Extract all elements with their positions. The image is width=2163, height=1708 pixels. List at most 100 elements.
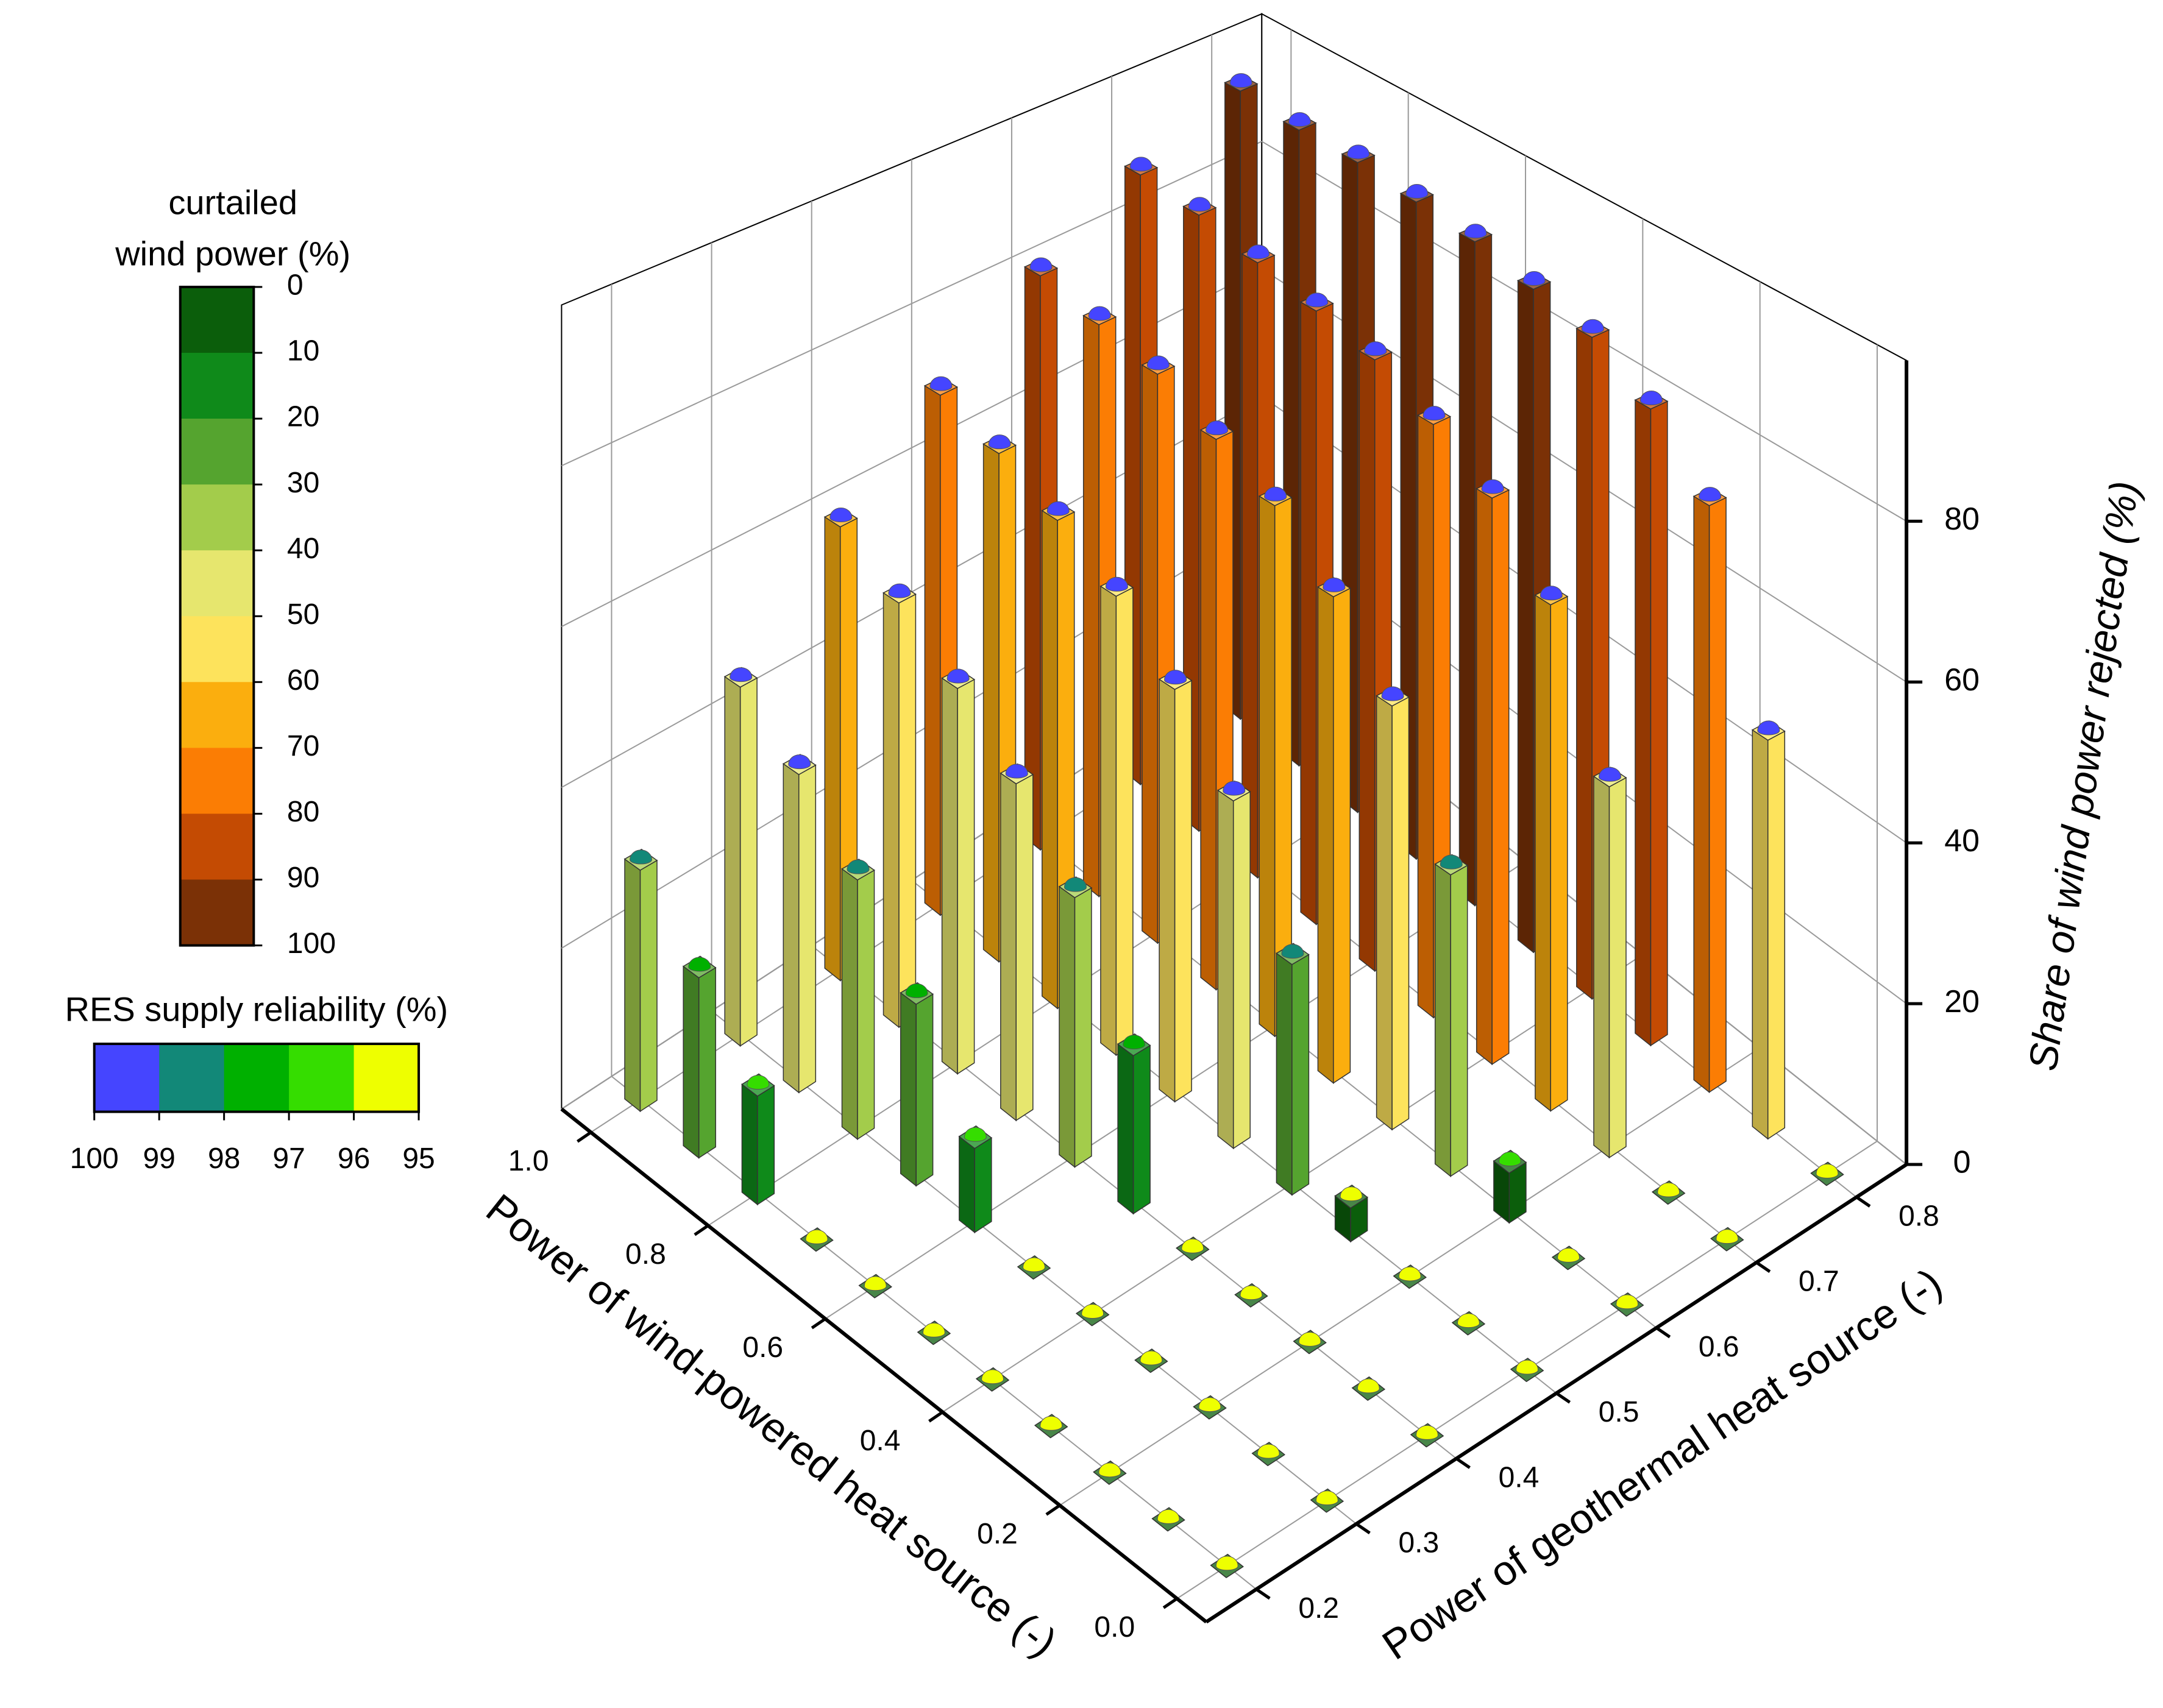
bar-face [924,384,941,916]
z-axis-title: Share of wind power rejected (%) [2020,478,2147,1074]
reliability-band [159,1044,225,1112]
x-tick-label: 0.8 [625,1238,666,1270]
bar [941,668,976,1075]
reliability-cap [1599,767,1622,782]
colorbar-label: 40 [287,533,319,565]
reliability-cap [1557,1247,1580,1263]
bar-face [1458,232,1476,907]
reliability-cap [1022,1257,1046,1272]
bar [1117,1033,1151,1215]
reliability-cap [1140,1350,1163,1366]
colorbar-band [180,748,254,814]
bar-face [1376,695,1393,1131]
bar-face [1550,595,1568,1112]
colorbar-label: 90 [287,862,319,894]
reliability-cap [988,434,1011,450]
reliability-label: 98 [208,1143,240,1175]
bar-face [1132,1044,1151,1215]
bar-face [900,991,917,1187]
bar-face [1635,399,1652,1047]
reliability-cap [1288,112,1311,127]
x-tick-label: 0.4 [860,1425,901,1457]
reliability-cap [1581,319,1604,334]
reliability-cap [1464,224,1487,239]
bar-face [1476,487,1493,1066]
bar [1493,1149,1527,1224]
reliability-cap [1281,944,1304,959]
bar-face [982,443,1000,963]
reliability-cap [1264,486,1287,501]
y-tick [1855,1196,1871,1208]
x-axis-title: Power of wind-powered heat source (-) [478,1185,1065,1666]
reliability-cap [1323,577,1346,592]
bar-face [1217,789,1234,1150]
y-tick [1755,1261,1771,1273]
reliability-cap [829,507,853,522]
reliability-cap [1405,184,1429,199]
reliability-cap [847,859,870,874]
bar [1692,487,1727,1093]
y-tick-label: 0.8 [1898,1200,1939,1232]
reliability-cap [1357,1378,1380,1394]
bar-face [1767,730,1786,1140]
bar-face [1391,696,1410,1131]
reliability-cap [1481,479,1504,494]
colorbar-band [180,879,254,946]
bar-face [915,993,934,1187]
bar-face [1359,350,1376,973]
reliability-cap [1440,854,1463,870]
reliability-cap [1516,1359,1539,1375]
bar [1099,577,1134,1057]
bar-face [1082,314,1099,898]
bar-face [1241,253,1259,879]
bar-face [974,1136,992,1233]
y-tick [1655,1327,1671,1339]
bar [1376,686,1410,1131]
bar [1534,586,1569,1112]
reliability-cap [1246,244,1270,260]
reliability-cap [1123,1035,1146,1050]
y-tick [1455,1457,1471,1469]
x-tick-label: 0.2 [977,1518,1018,1550]
reliability-cap [1616,1294,1639,1309]
bar-face [898,593,917,1029]
reliability-cap [1716,1229,1739,1244]
reliability-cap [888,583,911,598]
bar [1593,767,1627,1159]
bar-face [1317,586,1334,1084]
colorbar-band [180,419,254,485]
bar [1058,876,1093,1168]
bar-face [1650,400,1668,1047]
colorbar-band [180,550,254,617]
z-tick-label: 0 [1953,1145,1971,1180]
y-tick [1255,1588,1271,1600]
bar-face [798,764,817,1094]
x-tick [928,1411,943,1423]
bar [883,583,917,1029]
bar-face [1752,729,1769,1140]
reliability-cap [1206,420,1229,436]
bar-face [1000,772,1017,1122]
reliability-cap [864,1276,887,1291]
bar-face [1159,678,1176,1103]
bar [1476,480,1510,1066]
bar [1751,720,1786,1140]
bar-face [857,869,875,1140]
colorbar-label: 70 [287,730,319,762]
reliability-cap [1146,355,1170,370]
reliability-cap [1129,157,1153,172]
bar-face [783,763,800,1094]
z-tick-label: 80 [1944,501,1980,537]
reliability-cap [1105,576,1128,592]
colorbar-band [180,484,254,551]
reliability-cap [788,754,811,770]
reliability-frame [93,1043,421,1113]
reliability-label: 95 [402,1143,435,1175]
y-tick-label: 0.5 [1599,1396,1639,1428]
x-tick-label: 0.0 [1094,1611,1135,1643]
bar [958,1125,993,1234]
reliability-cap [1364,341,1387,356]
x-tick [811,1317,826,1330]
reliability-cap [688,957,711,972]
